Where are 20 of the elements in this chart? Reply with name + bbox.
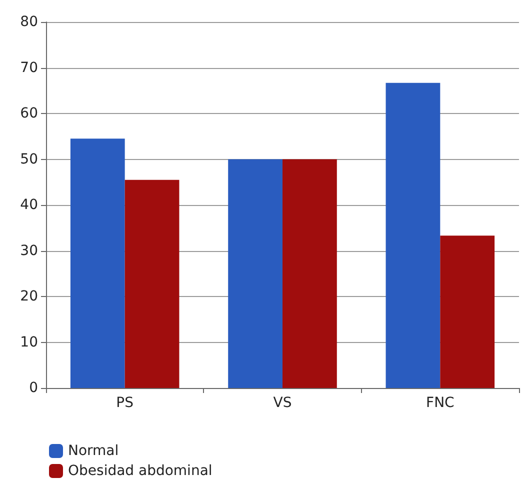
y-tick-label: 50 [20, 151, 38, 168]
bar [440, 236, 495, 388]
y-tick-label: 60 [20, 106, 38, 122]
y-tick-label: 80 [20, 14, 38, 30]
x-tick-label: PS [116, 395, 134, 411]
y-tick-label: 70 [20, 60, 38, 76]
y-tick-label: 30 [20, 242, 38, 259]
bar [386, 82, 440, 388]
y-tick-label: 20 [20, 288, 38, 304]
x-tick-label: FNC [426, 395, 455, 411]
legend-label: Obesidad abdominal [68, 463, 212, 479]
y-tick-label: 40 [20, 197, 38, 213]
bar [228, 159, 282, 388]
x-tick-label: VS [273, 395, 292, 411]
legend-label: Normal [68, 443, 119, 459]
bar [70, 138, 125, 388]
y-tick-label: 0 [29, 380, 38, 396]
y-tick-label: 10 [20, 334, 38, 350]
bar [282, 159, 337, 388]
bar [124, 180, 180, 388]
